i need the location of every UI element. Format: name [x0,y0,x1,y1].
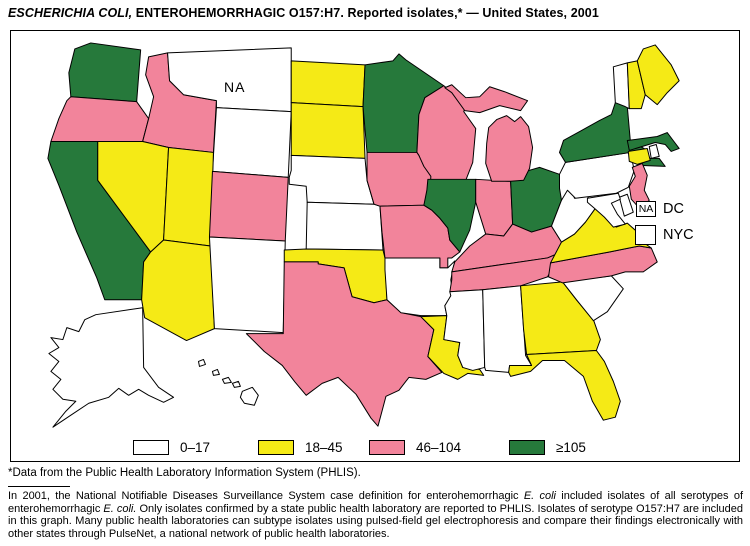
state-MI-lower [485,115,534,182]
legend-item-18-45: 18–45 [258,440,343,455]
state-TX [245,261,443,427]
footnote-divider [8,486,70,487]
legend-swatch-0-17 [133,440,169,455]
state-WY [211,107,292,178]
legend-label-46-104: 46–104 [416,440,462,455]
state-NE [288,154,375,205]
legend-label-ge-105: ≥105 [556,440,586,455]
state-WA [68,42,142,103]
state-HI-kauai [197,358,206,367]
legend-label-18-45: 18–45 [305,440,343,455]
state-VT [612,62,630,110]
state-OR [50,96,150,142]
state-NH [626,60,646,110]
map-frame: NA NA DC NYC 0–17 18–45 46–104 [10,30,740,462]
figure-title: ESCHERICHIA COLI, ENTEROHEMORRHAGIC O157… [8,6,599,20]
state-IN [475,178,514,237]
state-CT [627,147,651,165]
footnote: *Data from the Public Health Laboratory … [8,467,361,479]
state-DE [618,193,634,217]
state-HI-molokai [221,376,232,384]
state-IA [366,151,432,207]
nyc-inset-box [635,225,656,245]
state-CO [208,170,289,242]
legend: 0–17 18–45 46–104 ≥105 [11,440,739,460]
state-MT [167,47,292,113]
state-MI-upper [444,84,529,114]
dc-inset-box: NA [636,201,656,217]
state-HI-oahu [211,368,220,376]
state-HI-hawaii [239,386,259,406]
dc-inset: NA DC [636,201,684,217]
state-AK [48,307,175,428]
state-ND [290,60,366,108]
montana-na-label: NA [224,79,246,95]
state-SD [290,102,366,159]
state-RI [648,143,660,159]
state-KS [305,201,384,251]
nyc-inset: NYC [635,225,694,245]
legend-item-0-17: 0–17 [133,440,210,455]
us-choropleth-map [47,42,680,428]
state-HI-maui [231,380,241,388]
legend-item-ge-105: ≥105 [509,440,586,455]
state-AZ [141,239,215,342]
state-NM [208,236,286,334]
description-paragraph: In 2001, the National Notifiable Disease… [8,490,744,540]
legend-swatch-ge-105 [509,440,545,455]
legend-label-0-17: 0–17 [180,440,211,455]
state-UT [163,146,214,247]
nyc-inset-label: NYC [663,227,694,243]
legend-item-46-104: 46–104 [369,440,461,455]
dc-inset-label: DC [663,201,684,217]
dc-inset-box-text: NA [638,203,654,215]
state-MA [626,132,680,152]
state-FL [508,350,621,421]
legend-swatch-18-45 [258,440,294,455]
state-MD [586,192,626,228]
legend-swatch-46-104 [369,440,405,455]
state-ME [636,44,680,106]
